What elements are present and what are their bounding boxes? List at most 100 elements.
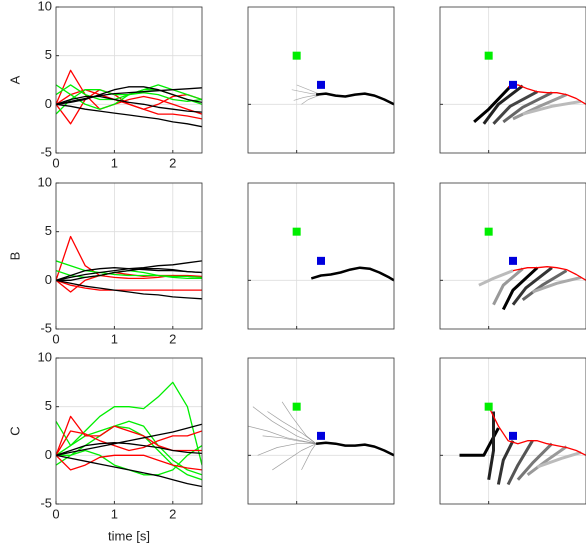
- series-line: [512, 93, 568, 121]
- marker: [317, 431, 325, 440]
- plot-content: [248, 401, 394, 471]
- series-line: [473, 85, 512, 124]
- series-line: [56, 430, 202, 456]
- series-line: [478, 269, 514, 287]
- series-line: [492, 90, 539, 125]
- series-line: [507, 84, 586, 105]
- x-tick-label: 2: [169, 506, 176, 521]
- series-line: [56, 103, 202, 128]
- series-line: [56, 279, 202, 291]
- panel: [247, 182, 395, 330]
- series-line: [56, 454, 202, 488]
- series-line: [56, 267, 202, 281]
- plot-frame: [439, 357, 586, 505]
- marker: [484, 51, 493, 60]
- y-tick-label: 5: [45, 47, 52, 62]
- x-tick-label: 0: [52, 506, 59, 521]
- plot-frame: [247, 357, 395, 505]
- series-line: [488, 406, 586, 456]
- plot-background: [440, 183, 586, 329]
- series-line: [492, 267, 524, 306]
- series-line: [482, 84, 524, 125]
- panel: [439, 357, 586, 505]
- plot-content: [56, 235, 202, 300]
- marker: [484, 227, 493, 236]
- y-tick-label: 0: [45, 272, 52, 287]
- series-line: [511, 266, 553, 306]
- panel: [439, 6, 586, 154]
- row-label: C: [7, 426, 22, 435]
- series-line: [56, 84, 202, 103]
- x-axis-label: time [s]: [108, 528, 150, 543]
- marker: [509, 80, 517, 89]
- plot-frame: [55, 182, 203, 330]
- series-line: [487, 411, 495, 480]
- x-tick-label: 1: [111, 331, 118, 346]
- series-line: [522, 99, 582, 116]
- marker: [292, 227, 301, 236]
- series-line: [301, 443, 317, 471]
- plot-content: [292, 227, 394, 282]
- x-tick-label: 0: [52, 331, 59, 346]
- panel: [247, 6, 395, 154]
- series-line: [310, 266, 394, 282]
- series-line: [315, 92, 394, 106]
- marker: [292, 51, 301, 60]
- marker: [509, 431, 517, 440]
- plot-frame: [439, 182, 586, 330]
- y-tick-label: 10: [38, 349, 52, 364]
- plot-frame: [247, 182, 395, 330]
- y-tick-label: -5: [40, 144, 52, 159]
- series-line: [56, 279, 202, 300]
- series-line: [56, 420, 202, 476]
- series-line: [501, 266, 539, 311]
- plot-frame: [439, 6, 586, 154]
- series-line: [512, 266, 586, 281]
- marker: [292, 402, 301, 411]
- plot-content: [291, 51, 394, 106]
- series-line: [516, 442, 553, 481]
- series-line: [56, 268, 202, 281]
- x-tick-label: 2: [169, 331, 176, 346]
- panel: [247, 357, 395, 505]
- plot-content: [478, 227, 586, 311]
- y-tick-label: 10: [38, 0, 52, 13]
- y-tick-label: -5: [40, 495, 52, 510]
- plot-content: [459, 402, 586, 486]
- series-line: [262, 435, 317, 445]
- plot-background: [248, 183, 394, 329]
- series-line: [56, 260, 202, 279]
- plot-content: [56, 381, 202, 488]
- y-tick-label: 0: [45, 96, 52, 111]
- plot-frame: [247, 6, 395, 154]
- series-line: [536, 450, 582, 469]
- series-line: [502, 91, 553, 124]
- plot-background: [248, 7, 394, 153]
- marker: [484, 402, 493, 411]
- series-line: [56, 381, 202, 466]
- y-tick-label: 10: [38, 174, 52, 189]
- series-line: [56, 420, 202, 481]
- marker: [317, 80, 325, 89]
- series-line: [272, 443, 317, 471]
- plot-content: [473, 51, 586, 125]
- series-line: [526, 445, 568, 477]
- row-label: A: [7, 75, 22, 84]
- plot-content: [56, 69, 202, 128]
- plot-background: [56, 7, 202, 153]
- y-tick-label: 5: [45, 223, 52, 238]
- y-tick-label: 5: [45, 398, 52, 413]
- series-line: [56, 423, 202, 456]
- plot-background: [440, 358, 586, 504]
- plot-frame: [55, 6, 203, 154]
- series-line: [56, 69, 202, 115]
- x-tick-label: 1: [111, 155, 118, 170]
- marker: [317, 256, 325, 265]
- x-tick-label: 0: [52, 155, 59, 170]
- plot-background: [440, 7, 586, 153]
- marker: [509, 256, 517, 265]
- series-line: [248, 425, 317, 445]
